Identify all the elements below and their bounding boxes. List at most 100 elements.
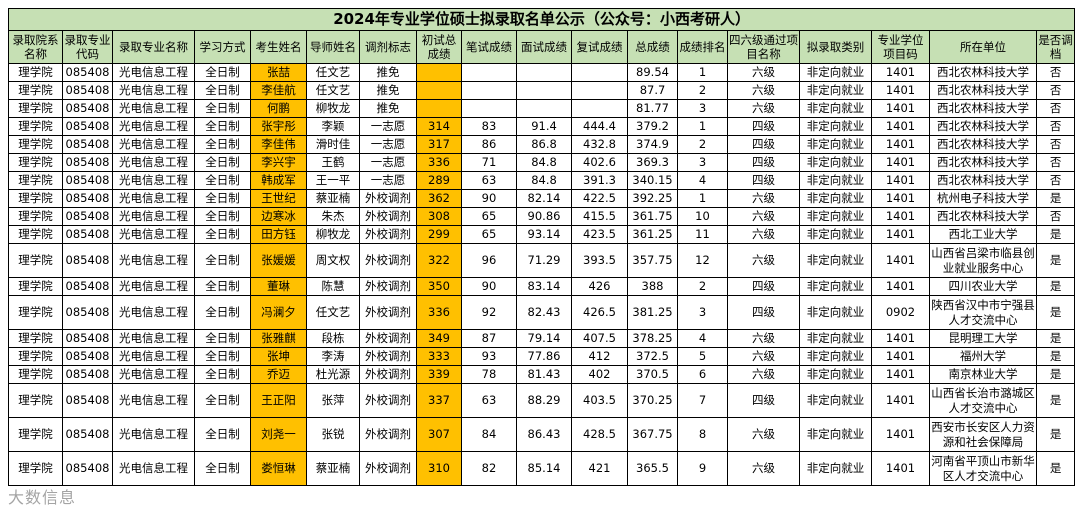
table-cell: 理学院 <box>8 117 63 136</box>
table-cell: 一志愿 <box>359 117 417 136</box>
table-cell: 289 <box>416 171 462 190</box>
column-header: 面试成绩 <box>516 30 572 64</box>
table-cell: 张萍 <box>306 383 360 418</box>
table-cell: 84.8 <box>516 171 572 190</box>
column-header: 录取专业代码 <box>62 30 113 64</box>
table-cell: 393.5 <box>571 243 628 278</box>
table-cell: 非定向就业 <box>799 189 872 208</box>
table-cell: 65 <box>461 225 517 244</box>
table-cell: 87 <box>461 329 517 348</box>
table-cell: 1401 <box>871 153 930 172</box>
table-cell: 理学院 <box>8 153 63 172</box>
table-cell: 085408 <box>62 329 113 348</box>
table-cell: 全日制 <box>194 383 251 418</box>
table-cell: 是 <box>1035 417 1076 452</box>
admission-list-sheet: 2024年专业学位硕士拟录取名单公示（公众号：小西考研人） 录取院系名称 录取专业… <box>7 8 1076 486</box>
table-cell: 六级 <box>727 243 800 278</box>
table-cell: 085408 <box>62 225 113 244</box>
table-cell: 柳牧龙 <box>306 225 360 244</box>
table-cell: 1 <box>677 189 728 208</box>
table-cell: 65 <box>461 207 517 226</box>
table-cell: 10 <box>677 207 728 226</box>
table-cell: 李颖 <box>306 117 360 136</box>
table-cell: 86.43 <box>516 417 572 452</box>
table-cell: 理学院 <box>8 189 63 208</box>
table-cell: 299 <box>416 225 462 244</box>
table-cell: 推免 <box>359 63 417 82</box>
table-cell: 光电信息工程 <box>112 63 195 82</box>
table-cell: 四级 <box>727 171 800 190</box>
table-cell: 1401 <box>871 277 930 296</box>
table-row: 理学院 085408 光电信息工程 全日制 乔迈 杜光源 外校调剂 339 78 81.43 402… <box>8 365 1076 384</box>
table-cell: 307 <box>416 417 462 452</box>
table-cell: 刘尧一 <box>250 417 307 452</box>
table-cell: 085408 <box>62 277 113 296</box>
table-cell: 1401 <box>871 451 930 486</box>
table-cell: 六级 <box>727 207 800 226</box>
table-row: 理学院 085408 光电信息工程 全日制 边寒冰 朱杰 外校调剂 308 65 90.86 415… <box>8 207 1076 226</box>
table-cell: 任文艺 <box>306 63 360 82</box>
table-cell: 四川农业大学 <box>929 277 1037 296</box>
table-cell: 1401 <box>871 225 930 244</box>
table-cell: 357.75 <box>627 243 678 278</box>
column-header: 专业学位项目码 <box>871 30 930 64</box>
table-cell: 非定向就业 <box>799 365 872 384</box>
table-cell: 陕西省汉中市宁强县人才交流中心 <box>929 295 1037 330</box>
table-cell: 93 <box>461 347 517 366</box>
table-cell: 河南省平顶山市新华区人才交流中心 <box>929 451 1037 486</box>
table-cell: 365.5 <box>627 451 678 486</box>
table-cell: 光电信息工程 <box>112 383 195 418</box>
table-cell: 90 <box>461 189 517 208</box>
table-cell: 西北农林科技大学 <box>929 171 1037 190</box>
table-cell: 317 <box>416 135 462 154</box>
table-cell: 全日制 <box>194 63 251 82</box>
column-header: 考生姓名 <box>250 30 307 64</box>
table-cell: 理学院 <box>8 277 63 296</box>
table-cell: 外校调剂 <box>359 417 417 452</box>
table-cell: 085408 <box>62 81 113 100</box>
table-cell: 1401 <box>871 347 930 366</box>
table-cell: 372.5 <box>627 347 678 366</box>
table-cell: 11 <box>677 225 728 244</box>
table-cell: 光电信息工程 <box>112 117 195 136</box>
table-cell: 84 <box>461 417 517 452</box>
column-header: 调剂标志 <box>359 30 417 64</box>
table-cell: 王正阳 <box>250 383 307 418</box>
table-cell: 外校调剂 <box>359 207 417 226</box>
table-cell: 西北农林科技大学 <box>929 63 1037 82</box>
column-header: 四六级通过项目名称 <box>727 30 800 64</box>
table-cell: 是 <box>1035 295 1076 330</box>
table-cell: 理学院 <box>8 365 63 384</box>
table-cell: 南京林业大学 <box>929 365 1037 384</box>
table-cell: 李佳伟 <box>250 135 307 154</box>
table-row: 理学院 085408 光电信息工程 全日制 娄恒琳 蔡亚楠 外校调剂 310 82 85.14 42… <box>8 451 1076 486</box>
table-row: 理学院 085408 光电信息工程 全日制 张雅麒 段栋 外校调剂 349 87 79.14 407… <box>8 329 1076 348</box>
table-cell: 71.29 <box>516 243 572 278</box>
table-cell: 1401 <box>871 63 930 82</box>
table-cell: 张喆 <box>250 63 307 82</box>
table-cell: 085408 <box>62 63 113 82</box>
table-cell: 63 <box>461 383 517 418</box>
table-cell: 福州大学 <box>929 347 1037 366</box>
table-row: 理学院 085408 光电信息工程 全日制 张媛媛 周文权 外校调剂 322 96 71.29 39… <box>8 243 1076 278</box>
table-cell: 张锐 <box>306 417 360 452</box>
table-cell: 333 <box>416 347 462 366</box>
table-cell: 否 <box>1035 207 1076 226</box>
table-cell: 西北农林科技大学 <box>929 207 1037 226</box>
table-cell: 88.29 <box>516 383 572 418</box>
table-cell <box>571 99 628 118</box>
table-cell <box>516 99 572 118</box>
table-cell: 391.3 <box>571 171 628 190</box>
table-cell: 理学院 <box>8 63 63 82</box>
table-cell: 外校调剂 <box>359 277 417 296</box>
header-row: 录取院系名称 录取专业代码 录取专业名称 学习方式 考生姓名 导师姓名 调剂标志 初试总成绩笔… <box>8 30 1076 64</box>
table-cell: 全日制 <box>194 365 251 384</box>
table-cell: 杭州电子科技大学 <box>929 189 1037 208</box>
table-cell: 085408 <box>62 171 113 190</box>
column-header: 导师姓名 <box>306 30 360 64</box>
table-cell: 光电信息工程 <box>112 243 195 278</box>
table-cell: 非定向就业 <box>799 63 872 82</box>
table-cell: 336 <box>416 295 462 330</box>
table-row: 理学院 085408 光电信息工程 全日制 刘尧一 张锐 外校调剂 307 84 86.43 428… <box>8 417 1076 452</box>
table-cell: 韩成军 <box>250 171 307 190</box>
